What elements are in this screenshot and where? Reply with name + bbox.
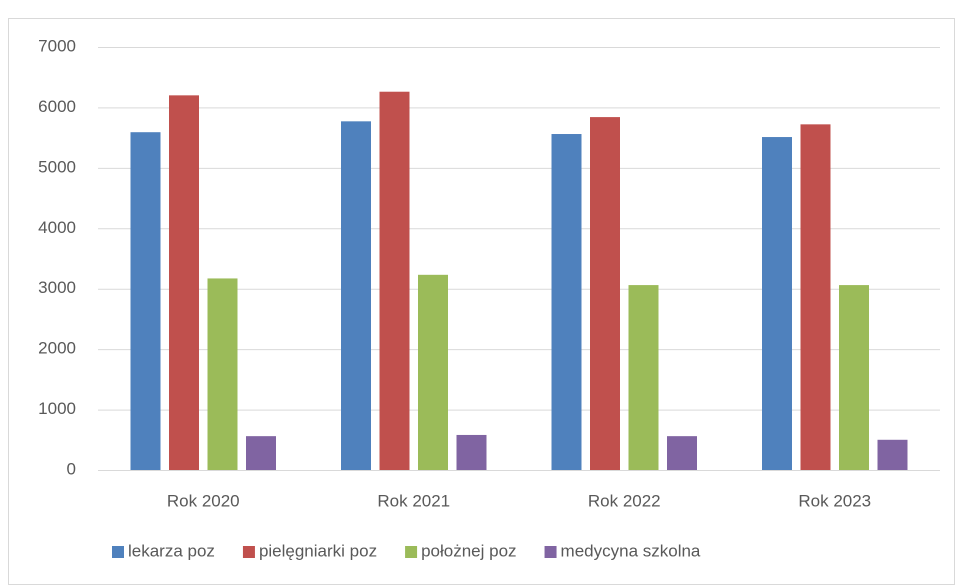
bar [839, 285, 869, 470]
legend-label: medycyna szkolna [561, 541, 701, 560]
y-tick-label: 2000 [38, 339, 76, 358]
bar [800, 124, 831, 470]
legend-label: lekarza poz [128, 541, 215, 560]
chart-frame [8, 18, 955, 585]
x-tick-label: Rok 2020 [167, 491, 240, 510]
y-tick-label: 4000 [38, 218, 76, 237]
legend-swatch [242, 546, 255, 558]
bar [667, 436, 697, 470]
legend-label: pielęgniarki poz [259, 541, 377, 560]
bar [551, 134, 582, 470]
y-tick-label: 5000 [38, 157, 76, 176]
bar [456, 434, 487, 470]
x-tick-label: Rok 2023 [798, 491, 871, 510]
y-tick-label: 0 [67, 459, 76, 478]
x-tick-label: Rok 2021 [377, 491, 450, 510]
bar [877, 439, 908, 470]
bar [246, 436, 276, 470]
bar [169, 95, 199, 470]
bar [762, 137, 792, 470]
legend-label: położnej poz [421, 541, 516, 560]
bar [590, 117, 620, 471]
legend-swatch [112, 546, 124, 558]
bar [379, 91, 410, 471]
y-tick-label: 7000 [38, 36, 76, 55]
bar [341, 121, 371, 470]
legend-swatch [544, 546, 557, 558]
y-tick-label: 6000 [38, 97, 76, 116]
bar [418, 274, 448, 470]
x-tick-label: Rok 2022 [588, 491, 661, 510]
legend-swatch [405, 546, 418, 558]
y-tick-label: 1000 [38, 399, 76, 418]
bar [130, 132, 161, 470]
bar [207, 278, 238, 470]
bar [628, 285, 659, 470]
y-tick-label: 3000 [38, 278, 76, 297]
